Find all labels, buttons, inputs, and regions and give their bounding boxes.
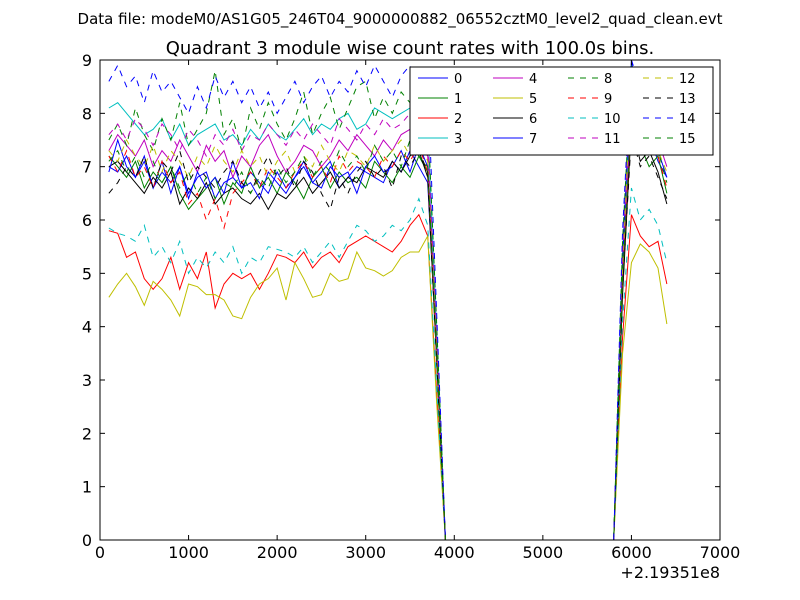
series-line-11 (108, 81, 668, 540)
legend-label-8: 8 (604, 72, 612, 87)
x-tick-label-1: 1000 (168, 543, 209, 562)
x-tick-label-4: 4000 (434, 543, 475, 562)
legend-label-9: 9 (604, 92, 612, 107)
y-tick-label-1: 1 (82, 478, 92, 497)
legend-label-5: 5 (529, 92, 537, 107)
x-tick-label-7: 7000 (700, 543, 741, 562)
y-tick-label-8: 8 (82, 104, 92, 123)
series-line-9 (108, 118, 668, 540)
series-line-4 (108, 107, 668, 540)
legend-label-12: 12 (679, 72, 696, 87)
series-line-2 (108, 213, 668, 540)
y-tick-label-0: 0 (82, 531, 92, 550)
y-tick-label-7: 7 (82, 158, 92, 177)
series-line-14 (108, 60, 668, 540)
series-layer (108, 60, 668, 540)
legend-label-3: 3 (454, 132, 462, 147)
x-offset-label: +2.19351e8 (620, 563, 720, 582)
plot-frame (99, 59, 721, 541)
chart-title: Quadrant 3 module wise count rates with … (166, 38, 655, 59)
legend-label-14: 14 (679, 112, 696, 127)
legend-label-6: 6 (529, 112, 537, 127)
legend-label-15: 15 (679, 132, 696, 147)
y-tick-label-2: 2 (82, 424, 92, 443)
x-tick-label-2: 2000 (257, 543, 298, 562)
series-line-1 (108, 113, 668, 540)
y-tick-label-3: 3 (82, 371, 92, 390)
x-tick-label-6: 6000 (611, 543, 652, 562)
series-line-10 (108, 187, 668, 540)
series-line-5 (108, 234, 668, 540)
y-tick-label-4: 4 (82, 318, 92, 337)
chart-suptitle: Data file: modeM0/AS1G05_246T04_90000008… (78, 10, 723, 29)
series-line-7 (108, 60, 668, 540)
series-line-0 (108, 91, 668, 540)
legend-label-10: 10 (604, 112, 621, 127)
x-tick-label-0: 0 (95, 543, 105, 562)
legend-label-1: 1 (454, 92, 462, 107)
legend-label-4: 4 (529, 72, 537, 87)
series-line-3 (108, 86, 668, 540)
legend-label-13: 13 (679, 92, 696, 107)
x-tick-label-3: 3000 (345, 543, 386, 562)
y-tick-label-9: 9 (82, 51, 92, 70)
legend-label-11: 11 (604, 132, 621, 147)
legend-label-0: 0 (454, 72, 462, 87)
legend-label-7: 7 (529, 132, 537, 147)
x-tick-label-5: 5000 (522, 543, 563, 562)
legend-label-2: 2 (454, 112, 462, 127)
legend-box (409, 66, 714, 156)
series-line-15 (108, 113, 668, 540)
series-line-12 (108, 70, 668, 540)
series-line-8 (108, 65, 668, 540)
y-tick-label-6: 6 (82, 211, 92, 230)
y-tick-label-5: 5 (82, 264, 92, 283)
